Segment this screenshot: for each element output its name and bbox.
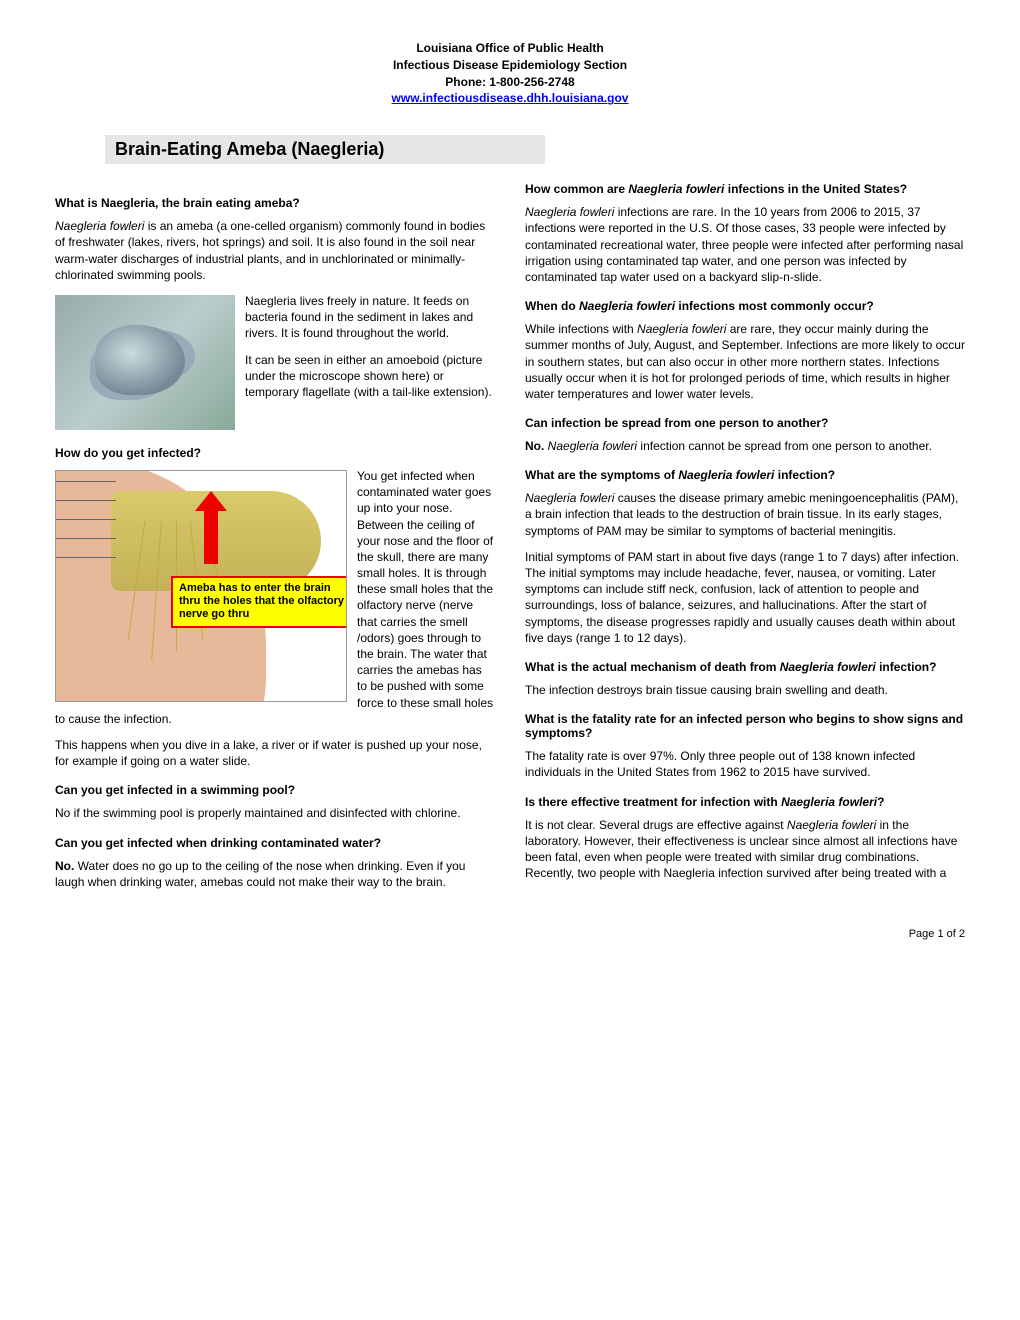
q5-heading: How common are Naegleria fowleri infecti…: [525, 182, 965, 196]
q4-heading: Can you get infected when drinking conta…: [55, 836, 495, 850]
q3-paragraph-1: No if the swimming pool is properly main…: [55, 805, 495, 821]
q3-heading: Can you get infected in a swimming pool?: [55, 783, 495, 797]
nasal-diagram: Ameba has to enter the brain thru the ho…: [55, 470, 347, 702]
header-org: Louisiana Office of Public Health: [55, 40, 965, 57]
q8-paragraph-1: Naegleria fowleri causes the disease pri…: [525, 490, 965, 539]
q8-heading: What are the symptoms of Naegleria fowle…: [525, 468, 965, 482]
q6-paragraph-1: While infections with Naegleria fowleri …: [525, 321, 965, 402]
body-columns: What is Naegleria, the brain eating ameb…: [55, 182, 965, 897]
microscope-image: [55, 295, 235, 430]
q2-paragraph-2: This happens when you dive in a lake, a …: [55, 737, 495, 769]
header-link[interactable]: www.infectiousdisease.dhh.louisiana.gov: [392, 91, 629, 105]
q8-paragraph-2: Initial symptoms of PAM start in about f…: [525, 549, 965, 646]
q4-paragraph-1: No. Water does no go up to the ceiling o…: [55, 858, 495, 890]
q6-heading: When do Naegleria fowleri infections mos…: [525, 299, 965, 313]
arrow-icon: [204, 509, 218, 564]
q1-heading: What is Naegleria, the brain eating ameb…: [55, 196, 495, 210]
page-title: Brain-Eating Ameba (Naegleria): [105, 135, 545, 164]
q11-heading: Is there effective treatment for infecti…: [525, 795, 965, 809]
q10-heading: What is the fatality rate for an infecte…: [525, 712, 965, 740]
document-header: Louisiana Office of Public Health Infect…: [55, 40, 965, 107]
q2-heading: How do you get infected?: [55, 446, 495, 460]
diagram-callout: Ameba has to enter the brain thru the ho…: [171, 576, 347, 628]
q1-paragraph-1: Naegleria fowleri is an ameba (a one-cel…: [55, 218, 495, 283]
header-phone: Phone: 1-800-256-2748: [55, 74, 965, 91]
q7-paragraph-1: No. Naegleria fowleri infection cannot b…: [525, 438, 965, 454]
q7-heading: Can infection be spread from one person …: [525, 416, 965, 430]
q9-paragraph-1: The infection destroys brain tissue caus…: [525, 682, 965, 698]
q11-paragraph-1: It is not clear. Several drugs are effec…: [525, 817, 965, 882]
header-section: Infectious Disease Epidemiology Section: [55, 57, 965, 74]
page-number: Page 1 of 2: [55, 928, 965, 940]
q10-paragraph-1: The fatality rate is over 97%. Only thre…: [525, 748, 965, 780]
q5-paragraph-1: Naegleria fowleri infections are rare. I…: [525, 204, 965, 285]
q9-heading: What is the actual mechanism of death fr…: [525, 660, 965, 674]
